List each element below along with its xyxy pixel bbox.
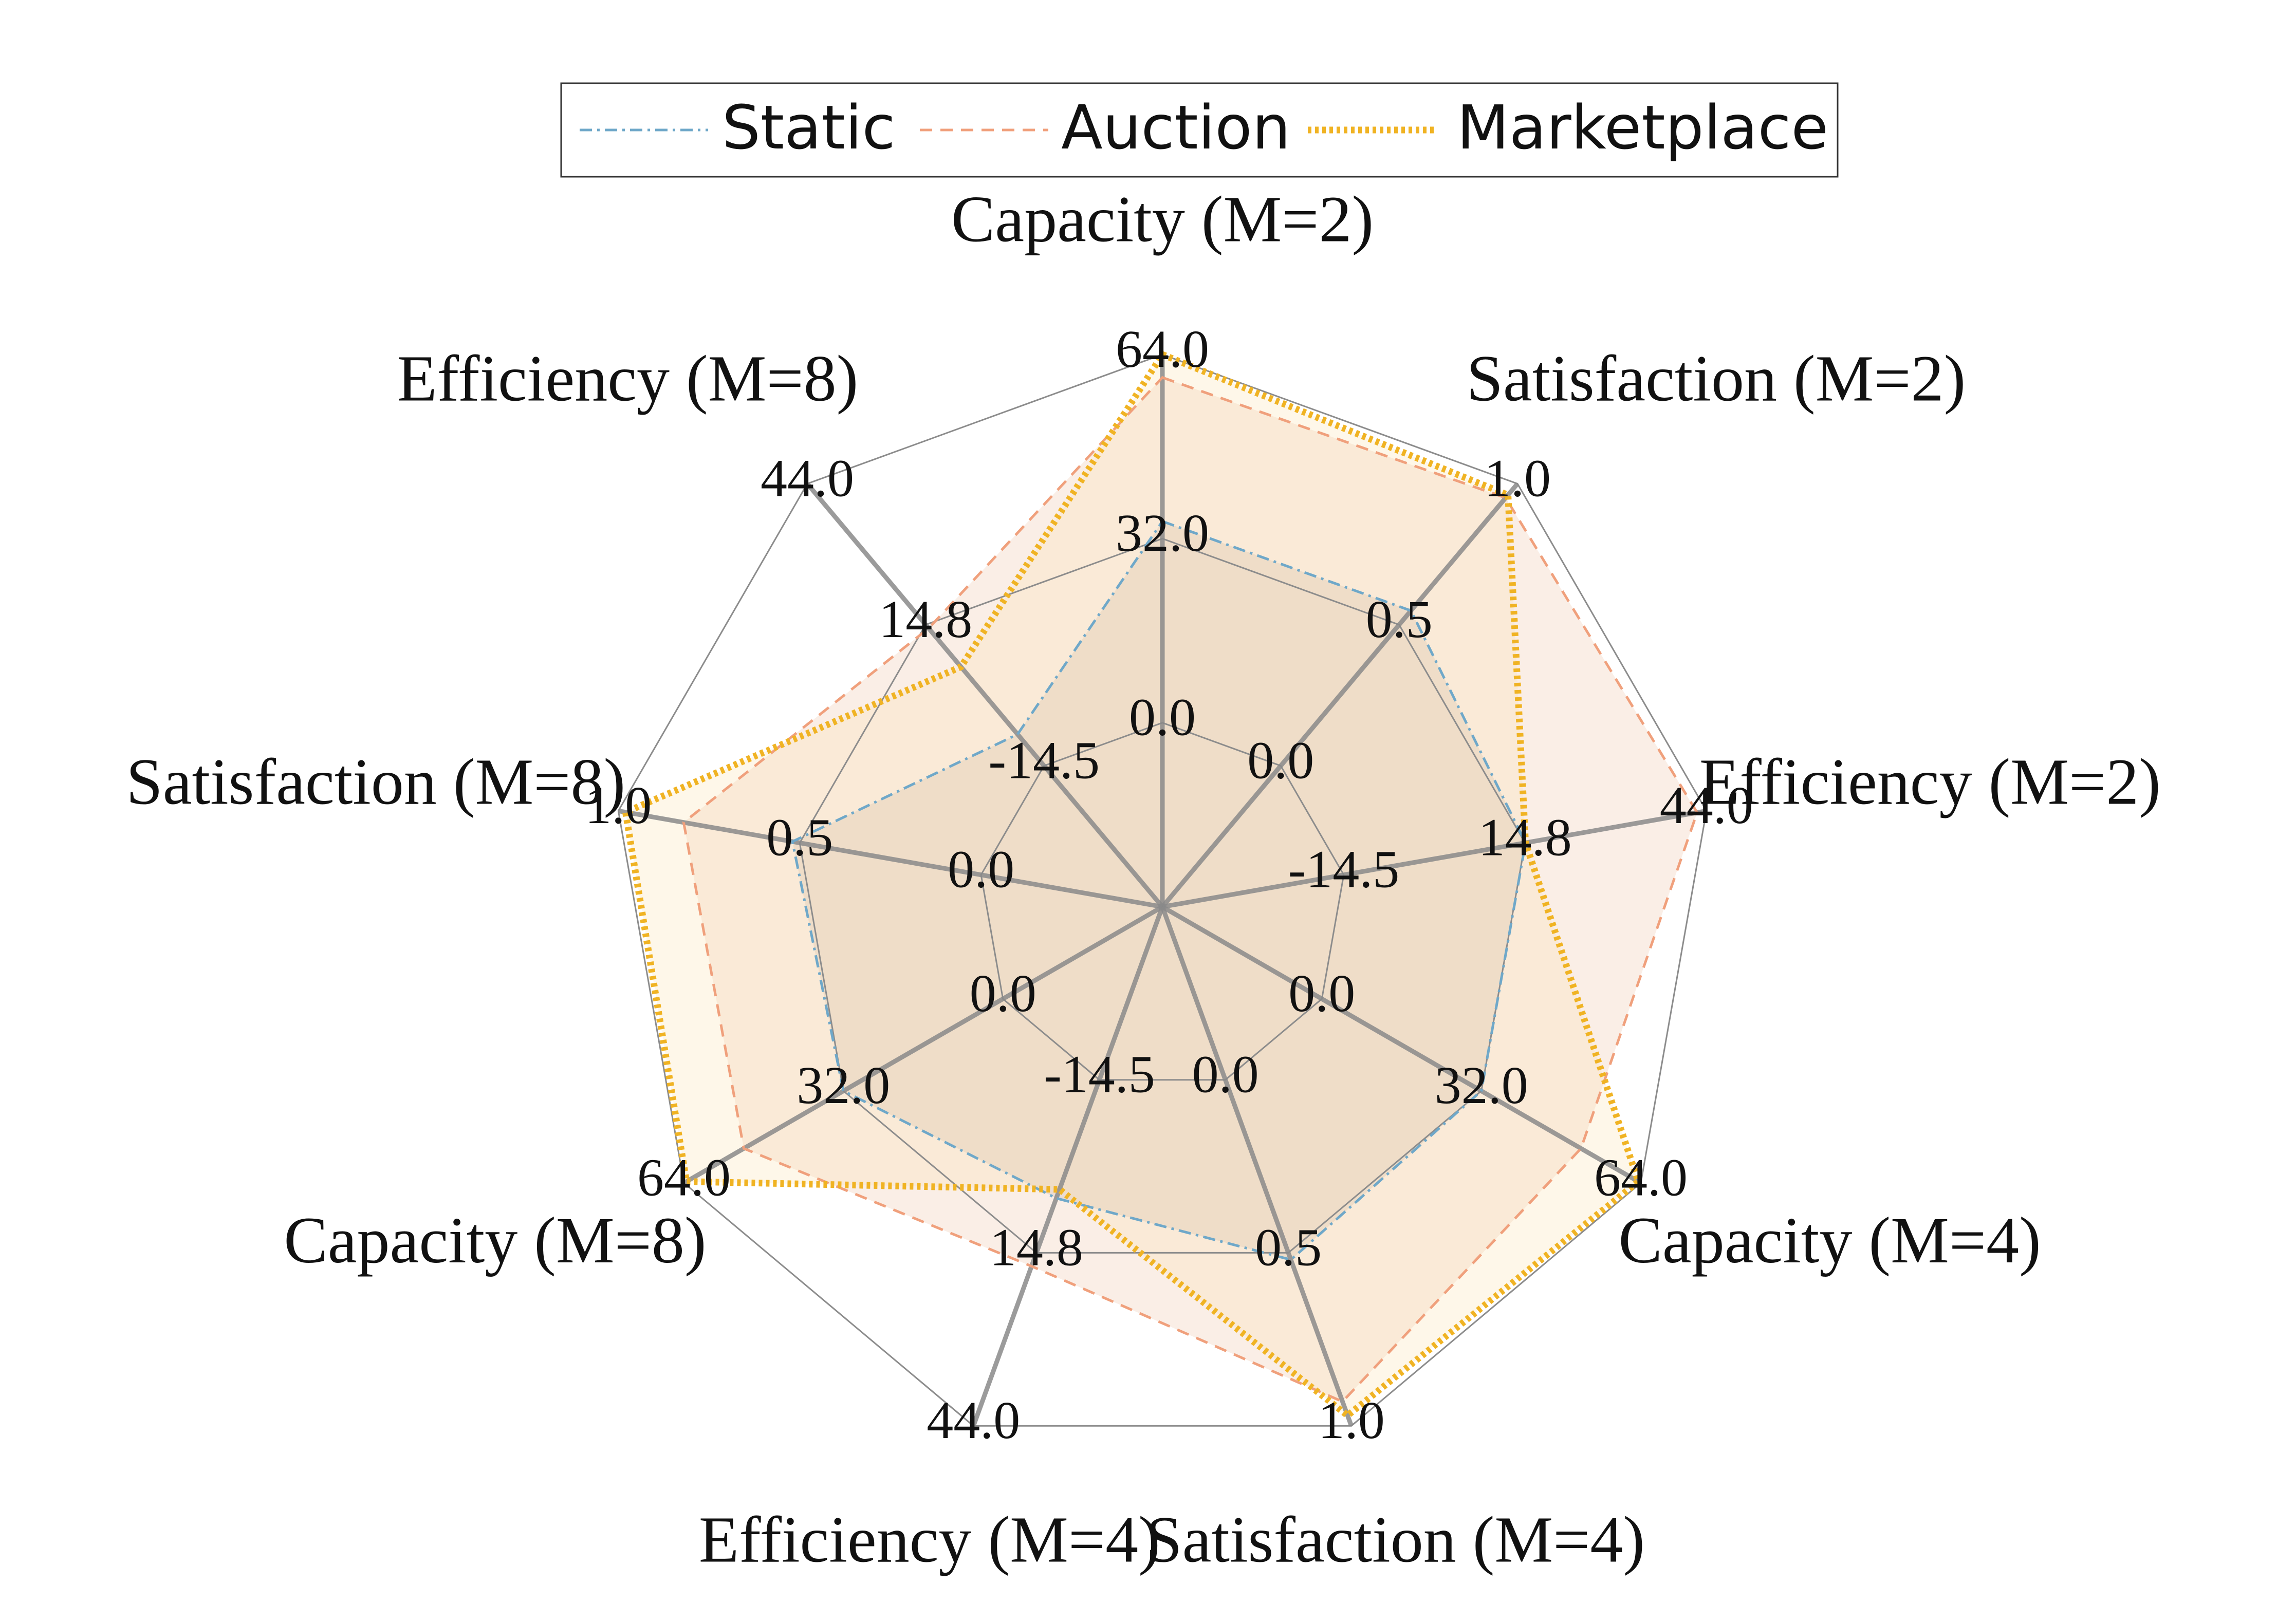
legend-label-static: Static: [722, 92, 895, 163]
axis-title-capacity-m-8: Capacity (M=8): [284, 1204, 706, 1277]
axis-title-efficiency-m-4: Efficiency (M=4): [699, 1503, 1160, 1576]
axis-spoke-capacity-m-8: [682, 905, 1164, 1185]
series-lines: [622, 350, 1699, 1420]
series-line-static: [791, 519, 1527, 1261]
tick-label-capacity-m-4-3: 64.0: [1594, 1148, 1688, 1207]
tick-label-efficiency-m-4-2: 14.8: [990, 1218, 1083, 1277]
tick-label-satisfaction-m-2-2: 0.5: [1366, 590, 1433, 649]
grid-ring-3: [617, 353, 1708, 1427]
series-line-auction: [682, 376, 1699, 1403]
tick-label-capacity-m-2-3: 64.0: [1116, 320, 1209, 379]
tick-label-efficiency-m-4-1: -14.5: [1044, 1045, 1155, 1104]
axis-title-capacity-m-4: Capacity (M=4): [1619, 1204, 2041, 1277]
axis-spoke-satisfaction-m-2: [1160, 482, 1520, 908]
axis-title-satisfaction-m-4: Satisfaction (M=4): [1145, 1503, 1645, 1576]
axis-title-capacity-m-2: Capacity (M=2): [951, 182, 1374, 255]
tick-label-satisfaction-m-2-3: 1.0: [1484, 449, 1551, 508]
tick-label-capacity-m-4-1: 0.0: [1288, 964, 1355, 1023]
grid-ring-1: [980, 722, 1345, 1081]
tick-label-efficiency-m-2-1: -14.5: [1288, 840, 1400, 899]
axis-spoke-efficiency-m-8: [805, 482, 1164, 908]
tick-label-capacity-m-4-2: 32.0: [1435, 1056, 1528, 1115]
tick-label-capacity-m-8-2: 32.0: [797, 1056, 890, 1115]
axis-spoke-efficiency-m-4: [971, 906, 1165, 1427]
axis-title-efficiency-m-8: Efficiency (M=8): [397, 342, 858, 415]
axis-title-satisfaction-m-2: Satisfaction (M=2): [1467, 342, 1966, 415]
tick-label-capacity-m-8-3: 64.0: [637, 1148, 731, 1207]
tick-label-satisfaction-m-8-1: 0.0: [948, 840, 1014, 899]
tick-label-efficiency-m-8-1: -14.5: [988, 731, 1100, 790]
axis-spoke-efficiency-m-2: [1162, 808, 1707, 909]
grid-ring-2: [799, 537, 1526, 1254]
axis-title-efficiency-m-2: Efficiency (M=2): [1699, 745, 2161, 818]
tick-label-efficiency-m-8-3: 44.0: [761, 449, 854, 508]
tick-label-satisfaction-m-4-2: 0.5: [1255, 1218, 1322, 1277]
tick-label-capacity-m-8-1: 0.0: [970, 964, 1036, 1023]
axis-spoke-satisfaction-m-8: [618, 808, 1163, 909]
tick-label-satisfaction-m-4-3: 1.0: [1318, 1391, 1385, 1450]
legend-label-auction: Auction: [1061, 92, 1290, 163]
tick-label-efficiency-m-8-2: 14.8: [879, 590, 972, 649]
tick-label-satisfaction-m-8-3: 1.0: [585, 776, 652, 835]
tick-label-efficiency-m-2-3: 44.0: [1660, 776, 1753, 835]
series-fill-auction: [683, 377, 1697, 1402]
axis-spoke-capacity-m-4: [1161, 905, 1642, 1185]
tick-label-capacity-m-2-1: 0.0: [1129, 688, 1196, 747]
legend-box: [560, 82, 1839, 178]
series-fill-static: [792, 521, 1526, 1260]
axis-spoke-satisfaction-m-4: [1160, 906, 1354, 1427]
legend: Static Auction Marketplace: [560, 82, 1839, 178]
tick-label-efficiency-m-2-2: 14.8: [1478, 808, 1572, 867]
legend-label-marketplace: Marketplace: [1457, 92, 1828, 163]
axis-titles: Capacity (M=2) Satisfaction (M=2) Efficien…: [126, 182, 2161, 1576]
tick-label-satisfaction-m-4-1: 0.0: [1192, 1045, 1259, 1104]
axis-title-satisfaction-m-8: Satisfaction (M=8): [126, 745, 626, 818]
series-line-marketplace: [622, 350, 1642, 1420]
tick-labels: 0.0 32.0 64.0 0.0 0.5 1.0 -14.5 14.8 44.0 0.0 32.0…: [585, 320, 1753, 1450]
tick-label-satisfaction-m-8-2: 0.5: [766, 808, 833, 867]
tick-label-efficiency-m-4-3: 44.0: [927, 1391, 1020, 1450]
radar-grid: [617, 353, 1708, 1427]
tick-label-capacity-m-2-2: 32.0: [1116, 504, 1209, 563]
tick-label-satisfaction-m-2-1: 0.0: [1247, 731, 1314, 790]
